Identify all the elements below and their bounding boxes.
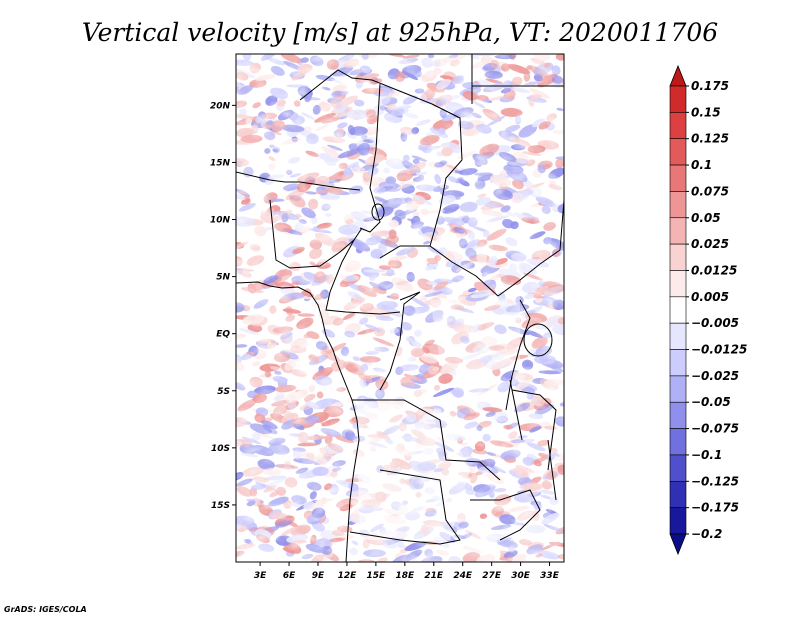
border-algeria-libya — [299, 69, 463, 161]
colorbar-label: −0.05 — [691, 395, 731, 409]
field-texture-dark — [236, 54, 564, 562]
colorbar-label: 0.15 — [691, 105, 721, 119]
border-chad-sudan — [429, 159, 463, 247]
colorbar-label: −0.2 — [691, 527, 722, 541]
border-drc-south — [352, 399, 501, 481]
border-congo — [379, 291, 421, 391]
colorbar-bin — [669, 428, 687, 456]
colorbar-label: 0.125 — [691, 132, 729, 146]
colorbar-bin — [669, 217, 687, 245]
map-panel — [236, 54, 564, 562]
colorbar-label: −0.175 — [691, 501, 739, 515]
grads-credit: GrADS: IGES/COLA — [4, 605, 87, 614]
x-tick-label: 9E — [312, 571, 325, 581]
y-tick-label: 10S — [211, 444, 230, 454]
x-tick-label: 21E — [424, 571, 444, 581]
x-tick-label: 30E — [511, 571, 531, 581]
x-tick-label: 24E — [453, 571, 473, 581]
y-tick-label: 5N — [216, 273, 230, 283]
border-tanzania — [511, 389, 557, 471]
lake-victoria — [523, 323, 553, 357]
lakes — [371, 203, 557, 501]
border-cameroon — [325, 239, 401, 315]
colorbar-label: −0.075 — [691, 422, 739, 436]
colorbar-bin — [669, 401, 687, 429]
lake-chad — [371, 203, 385, 221]
y-tick-label: 5S — [217, 387, 230, 397]
colorbar-label: 0.075 — [691, 184, 729, 198]
x-tick-label: 15E — [367, 571, 387, 581]
border-angola — [349, 469, 461, 545]
colorbar-bin — [669, 191, 687, 219]
y-tick-label: 15N — [210, 158, 231, 168]
colorbar-label: −0.025 — [691, 369, 739, 383]
axes: 3E 6E 9E 12E 15E 18E 21E 24E 27E 30E 33E 20N 15N 10N 5… — [210, 53, 565, 581]
lake-malawi — [547, 439, 557, 501]
border-mali-niger — [236, 171, 361, 191]
x-tick-label: 3E — [254, 571, 267, 581]
x-tick-label: 6E — [283, 571, 296, 581]
colorbar-bin — [669, 322, 687, 350]
border-car — [379, 245, 499, 297]
x-tick-label: 12E — [338, 571, 358, 581]
x-tick-label: 18E — [395, 571, 415, 581]
colorbar-label: 0.1 — [691, 158, 712, 172]
map-frame — [235, 53, 565, 563]
border-zambia — [470, 489, 541, 541]
colorbar-label: −0.1 — [691, 448, 722, 462]
border-uganda — [505, 299, 531, 411]
country-borders — [236, 54, 564, 562]
colorbar-label: 0.025 — [691, 237, 729, 251]
colorbar-bin — [669, 85, 687, 113]
colorbar-bin — [669, 243, 687, 271]
coastline-west — [236, 281, 360, 562]
colorbar-cap-bottom — [669, 533, 687, 556]
colorbar-bin — [669, 164, 687, 192]
colorbar: 0.175 0.15 0.125 0.1 0.075 0.05 0.025 0.0125 0.0… — [669, 64, 747, 556]
chart-title: Vertical velocity [m/s] at 925hPa, VT: 2… — [82, 18, 718, 47]
x-tick-label: 33E — [540, 571, 560, 581]
colorbar-bin — [669, 375, 687, 403]
colorbar-label: 0.005 — [691, 290, 729, 304]
lake-tanganyika — [509, 379, 523, 441]
colorbar-bin — [669, 138, 687, 166]
colorbar-cap-top — [669, 64, 687, 87]
y-tick-label: 15S — [211, 501, 230, 511]
colorbar-label: 0.0125 — [691, 263, 737, 277]
colorbar-label: −0.125 — [691, 474, 739, 488]
colorbar-bin — [669, 296, 687, 324]
colorbar-bin — [669, 270, 687, 298]
colorbar-label: 0.05 — [691, 211, 721, 225]
colorbar-label: 0.175 — [691, 79, 729, 93]
y-tick-label: 10N — [210, 216, 231, 226]
colorbar-bin — [669, 480, 687, 508]
colorbar-bin — [669, 112, 687, 140]
x-tick-label: 27E — [482, 571, 502, 581]
border-sudan-east — [497, 199, 564, 297]
colorbar-bin — [669, 349, 687, 377]
y-tick-label: 20N — [210, 101, 231, 111]
y-tick-label: EQ — [216, 330, 230, 340]
colorbar-bin — [669, 507, 687, 535]
colorbar-bin — [669, 454, 687, 482]
colorbar-label: −0.005 — [691, 316, 739, 330]
colorbar-label: −0.0125 — [691, 343, 747, 357]
